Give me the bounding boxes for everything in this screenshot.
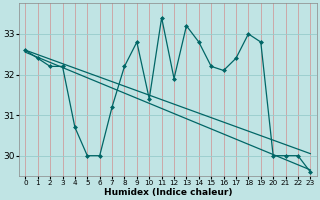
X-axis label: Humidex (Indice chaleur): Humidex (Indice chaleur) (104, 188, 232, 197)
